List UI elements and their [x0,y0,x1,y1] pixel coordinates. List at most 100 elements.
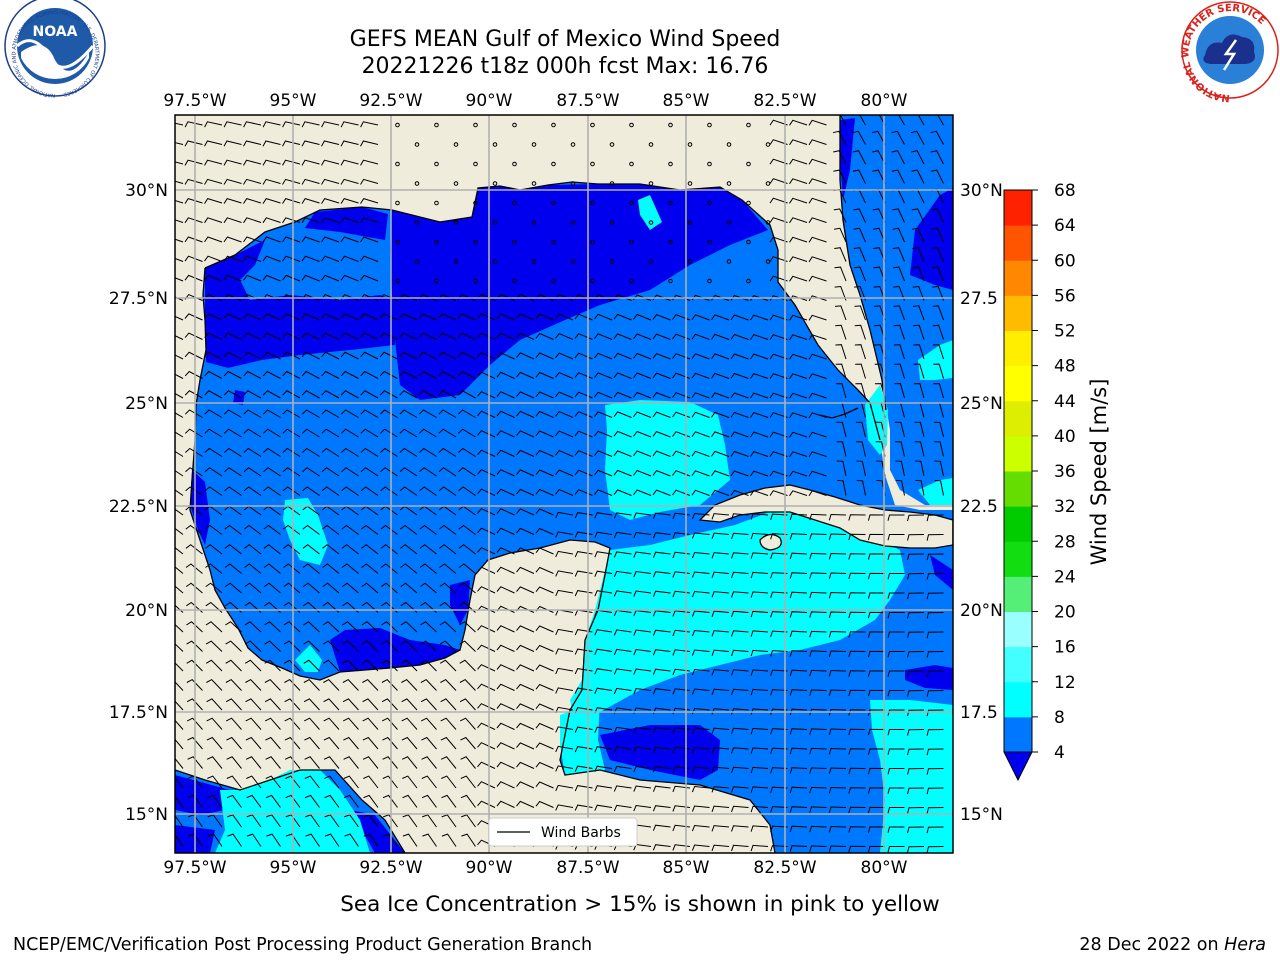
wind-barb [243,274,262,282]
wind-barb [185,563,203,574]
wind-barb [789,689,808,696]
wind-barb [245,736,262,750]
wind-barb [187,775,203,789]
wind-barb [321,351,340,360]
lat-label-left: 22.5°N [109,497,168,517]
wind-barb [379,351,398,360]
wind-barb [224,447,242,457]
wind-barb [204,409,223,418]
wind-barb [402,775,418,789]
calm-marker [492,142,498,147]
wind-barb [223,159,242,166]
colorbar-tick-label: 60 [1054,251,1076,271]
lat-label-right: 17.5 [960,703,998,723]
wind-barb [672,688,691,695]
wind-barb [223,198,242,204]
calm-marker [609,259,615,264]
wind-barb [321,255,340,262]
wind-barb [711,431,730,438]
colorbar-tick-label: 16 [1054,638,1076,658]
wind-barb [223,351,242,360]
colorbar-tick-label: 36 [1054,462,1076,482]
wind-barb [652,551,671,558]
wind-barb [301,140,320,147]
wind-barb [867,553,886,560]
calm-marker [414,181,420,186]
wind-barb [419,467,437,477]
wind-barb [894,363,905,379]
wind-barb [867,709,886,716]
colorbar-segment [1004,681,1032,718]
wind-barb [284,678,301,691]
wind-barb [769,158,788,165]
lon-label-top: 92.5°W [359,91,422,111]
wind-barb [931,208,944,223]
calm-marker [765,181,771,186]
wind-barb [477,410,496,418]
wind-barb [789,314,808,321]
wind-barb [652,746,671,753]
wind-barb [516,800,535,808]
wind-barb [672,512,691,520]
wind-barb [184,332,203,340]
wind-barb [301,313,320,321]
wind-barb [175,757,184,769]
wind-barb [633,333,652,340]
wind-barb [535,781,554,789]
wind-barb [400,621,418,633]
wind-barb [930,169,944,184]
wind-barb [400,544,418,555]
wind-barb [769,236,788,243]
wind-barb [243,370,262,379]
wind-barb [225,621,242,633]
wind-barb [204,313,223,321]
wind-barb [516,625,535,633]
wind-barb [892,227,905,243]
wind-barb [555,784,574,792]
wind-barb [323,678,340,691]
lon-label-bottom: 82.5°W [753,858,816,878]
colorbar-segment [1004,400,1032,437]
lat-label-right: 20°N [960,601,1003,621]
wind-barb [711,513,730,520]
wind-barb [535,566,554,574]
wind-barb [770,786,788,793]
wind-barb [343,736,359,750]
wind-barb [175,238,184,243]
footer-right: 28 Dec 2022 on Hera [1079,935,1266,955]
wind-barb [898,115,905,126]
wind-barb [652,805,671,812]
wind-barb [361,659,379,672]
wind-barb [828,845,847,852]
wind-barb [853,247,866,262]
wind-barb [853,208,866,223]
wind-barb [175,257,184,262]
colorbar-tick-label: 68 [1054,181,1076,201]
wind-barb [262,332,281,340]
wind-barb [652,629,671,636]
wind-barb [399,390,418,399]
wind-barb [185,582,203,594]
wind-barb [496,683,515,691]
wind-barb [246,833,262,847]
wind-barb [633,629,652,636]
wind-barb [184,159,203,166]
wind-barb [321,390,340,399]
wind-barb [691,372,710,379]
wind-barb [516,352,535,360]
wind-barb [770,650,788,657]
wind-barb [186,659,203,672]
wind-barb [322,659,340,672]
wind-barb [360,486,379,496]
calm-marker [629,278,634,284]
wind-barb [225,678,242,691]
wind-barb [262,313,281,321]
wind-barb [750,314,769,321]
wind-barb [399,524,418,535]
wind-barb [594,430,613,438]
wind-barb [907,670,925,678]
wind-barb [848,533,866,541]
wind-barb [285,833,301,847]
wind-barb [477,703,496,711]
